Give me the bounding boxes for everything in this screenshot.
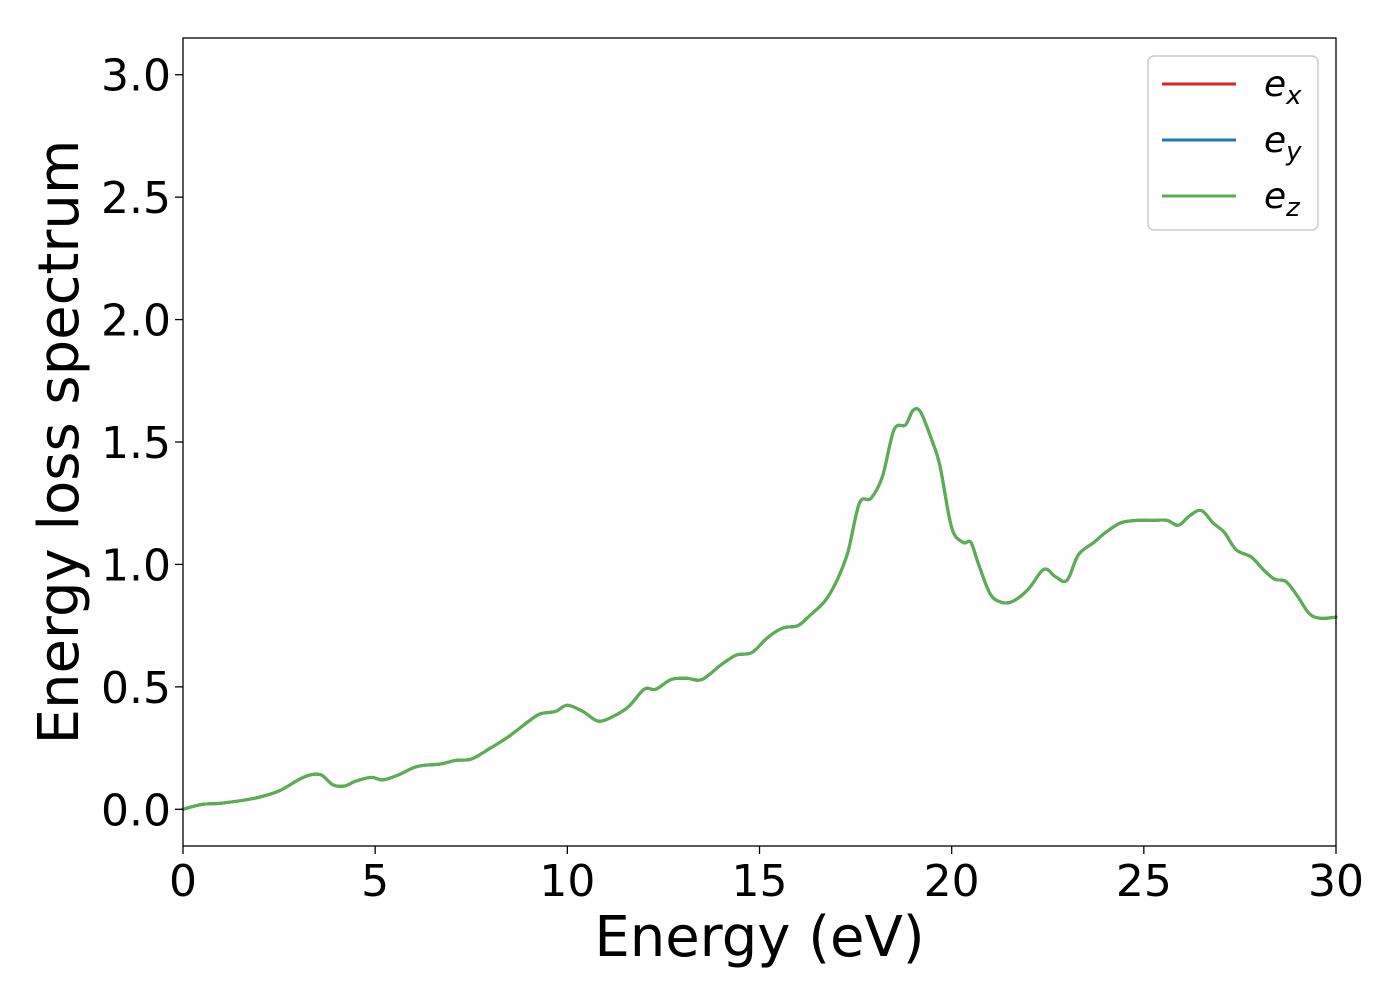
x-tick-label: 0 [169, 856, 197, 907]
y-axis-title: Energy loss spectrum [27, 140, 92, 745]
y-tick-label: 2.0 [101, 296, 171, 347]
y-tick-label: 3.0 [101, 51, 171, 102]
x-axis: 0 5 10 15 20 25 30 [169, 846, 1364, 907]
legend-label-x: ex [1264, 64, 1302, 111]
y-tick-label: 2.5 [101, 173, 171, 224]
series-layer [181, 407, 1338, 811]
y-tick-label: 0.0 [101, 785, 171, 836]
x-tick-label: 15 [732, 856, 788, 907]
x-tick-label: 20 [924, 856, 980, 907]
legend-label-z: ez [1264, 176, 1301, 223]
y-tick-label: 1.5 [101, 418, 171, 469]
x-tick-label: 30 [1308, 856, 1364, 907]
legend: ex ey ez [1147, 55, 1319, 231]
legend-box [1147, 55, 1319, 231]
legend-label-y: ey [1264, 120, 1302, 167]
y-tick-label: 1.0 [101, 540, 171, 591]
y-axis: 0.0 0.5 1.0 1.5 2.0 2.5 3.0 [101, 51, 183, 836]
x-tick-label: 10 [539, 856, 595, 907]
x-tick-label: 5 [361, 856, 389, 907]
series-line-z [181, 407, 1338, 811]
x-tick-label: 25 [1116, 856, 1172, 907]
y-tick-label: 0.5 [101, 663, 171, 714]
x-axis-title: Energy (eV) [594, 905, 924, 970]
